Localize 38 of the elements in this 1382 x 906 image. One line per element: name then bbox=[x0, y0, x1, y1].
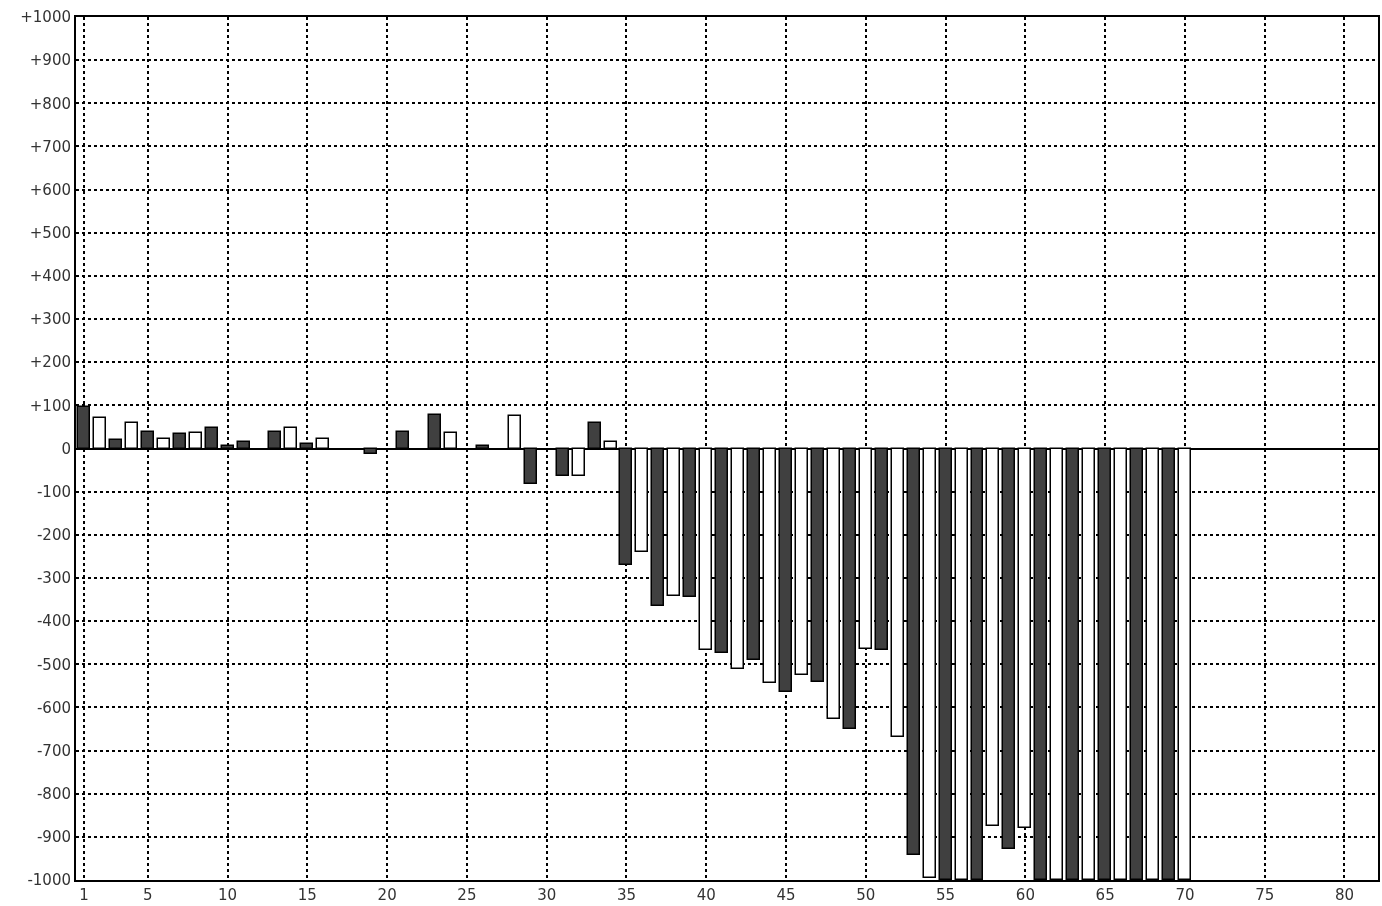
x-tick-label: 75 bbox=[1255, 886, 1275, 904]
y-tick-label: +800 bbox=[29, 94, 71, 113]
x-tick-label: 20 bbox=[377, 886, 397, 904]
y-tick-label: +400 bbox=[29, 267, 71, 286]
y-tick-label: -100 bbox=[36, 482, 71, 501]
y-tick-label: +600 bbox=[29, 180, 71, 199]
y-tick-label: -500 bbox=[36, 655, 71, 674]
y-tick-label: -900 bbox=[36, 828, 71, 847]
x-tick-label: 10 bbox=[218, 886, 238, 904]
x-tick-label: 45 bbox=[776, 886, 796, 904]
y-tick-label: 0 bbox=[61, 439, 71, 458]
y-tick-label: -700 bbox=[36, 741, 71, 760]
y-tick-label: +500 bbox=[29, 224, 71, 242]
x-tick-label: 25 bbox=[457, 886, 477, 904]
y-tick-label: +100 bbox=[29, 396, 71, 415]
y-tick-label: -800 bbox=[36, 784, 71, 803]
x-tick-label: 5 bbox=[143, 886, 153, 904]
x-tick-label: 50 bbox=[856, 886, 876, 904]
y-tick-label: -300 bbox=[36, 569, 71, 588]
x-tick-label: 60 bbox=[1015, 886, 1035, 904]
x-tick-label: 80 bbox=[1334, 886, 1355, 904]
x-tick-label: 15 bbox=[297, 886, 317, 904]
y-tick-label: +200 bbox=[29, 353, 71, 372]
y-tick-label: +900 bbox=[29, 51, 71, 70]
x-tick-label: 40 bbox=[696, 886, 716, 904]
y-tick-label: +700 bbox=[29, 137, 71, 156]
y-tick-label: -200 bbox=[36, 526, 71, 545]
x-tick-label: 35 bbox=[616, 886, 637, 904]
y-tick-label: -600 bbox=[36, 698, 71, 717]
x-tick-label: 65 bbox=[1095, 886, 1115, 904]
y-tick-label: -400 bbox=[36, 612, 71, 631]
x-tick-label: 30 bbox=[537, 886, 557, 904]
x-tick-label: 70 bbox=[1175, 886, 1195, 904]
y-tick-label: +300 bbox=[29, 310, 71, 329]
y-tick-label: -1000 bbox=[27, 871, 71, 890]
y-tick-label: +1000 bbox=[20, 8, 71, 27]
x-tick-label: 1 bbox=[79, 886, 89, 904]
x-tick-label: 55 bbox=[936, 886, 956, 904]
